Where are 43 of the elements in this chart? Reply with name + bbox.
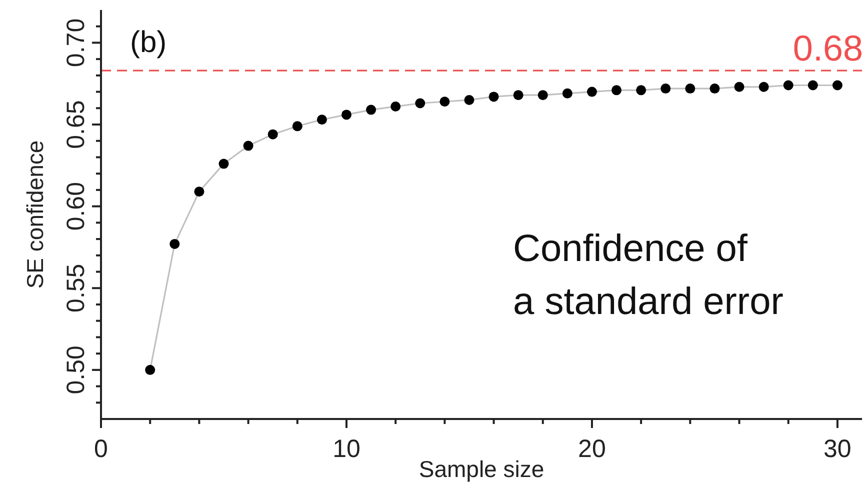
x-tick-label: 30 <box>824 435 852 463</box>
point <box>513 90 524 100</box>
point <box>685 84 696 94</box>
point <box>218 158 229 169</box>
point <box>808 80 818 90</box>
point <box>292 121 302 132</box>
y-tick-label: 0.60 <box>62 182 90 231</box>
point <box>586 86 597 97</box>
point <box>464 94 474 105</box>
point <box>538 90 548 100</box>
point <box>145 364 156 375</box>
point <box>440 96 450 107</box>
point <box>390 102 401 112</box>
y-tick-label: 0.70 <box>62 18 90 68</box>
point <box>612 85 622 96</box>
y-tick-label: 0.65 <box>62 100 90 149</box>
point <box>415 98 426 108</box>
point <box>268 129 278 140</box>
x-axis-title: Sample size <box>418 456 544 482</box>
point <box>710 84 720 94</box>
x-tick-label: 0 <box>94 435 108 463</box>
x-tick-label: 10 <box>332 435 360 463</box>
y-axis-title: SE confidence <box>22 140 48 289</box>
ref-line-label: 0.68 <box>792 28 863 69</box>
point <box>783 80 794 90</box>
point <box>758 82 769 92</box>
point <box>734 82 744 92</box>
point <box>488 92 499 102</box>
point <box>316 114 327 125</box>
annotation: Confidence of a standard error <box>513 227 784 326</box>
point <box>194 186 204 197</box>
point <box>636 85 646 96</box>
point <box>562 88 572 98</box>
point <box>366 104 376 115</box>
point <box>243 140 254 151</box>
annotation: (b) <box>130 25 167 61</box>
point <box>170 238 180 249</box>
y-tick-label: 0.50 <box>62 346 90 394</box>
x-tick-label: 20 <box>578 435 606 463</box>
point <box>660 84 671 94</box>
point <box>832 80 842 90</box>
point <box>341 110 352 120</box>
y-tick-label: 0.55 <box>62 264 90 312</box>
